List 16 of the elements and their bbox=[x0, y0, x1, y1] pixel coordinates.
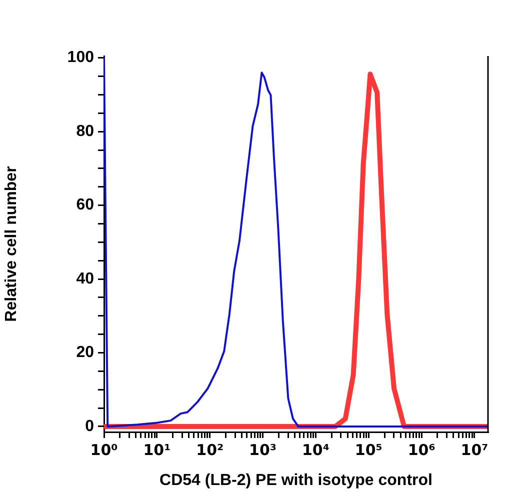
x-tick-label: 10⁵ bbox=[354, 440, 382, 459]
x-tick-label: 10⁰ bbox=[90, 440, 118, 459]
x-tick-label: 10⁷ bbox=[460, 440, 488, 459]
x-tick-label: 10³ bbox=[249, 440, 277, 459]
y-tick-label: 80 bbox=[76, 122, 94, 140]
x-tick-label: 10² bbox=[196, 440, 224, 459]
y-tick-label: 0 bbox=[85, 418, 94, 435]
x-tick-label: 10⁶ bbox=[408, 440, 436, 459]
x-axis-title: CD54 (LB-2) PE with isotype control bbox=[160, 472, 432, 489]
y-tick-label: 100 bbox=[67, 49, 94, 66]
y-tick-label: 20 bbox=[76, 344, 94, 362]
y-tick-label: 60 bbox=[76, 196, 94, 214]
x-tick-label: 10⁴ bbox=[302, 440, 330, 459]
y-tick-label: 40 bbox=[76, 270, 94, 288]
y-axis-title: Relative cell number bbox=[3, 166, 20, 322]
x-tick-label: 10¹ bbox=[143, 440, 171, 459]
